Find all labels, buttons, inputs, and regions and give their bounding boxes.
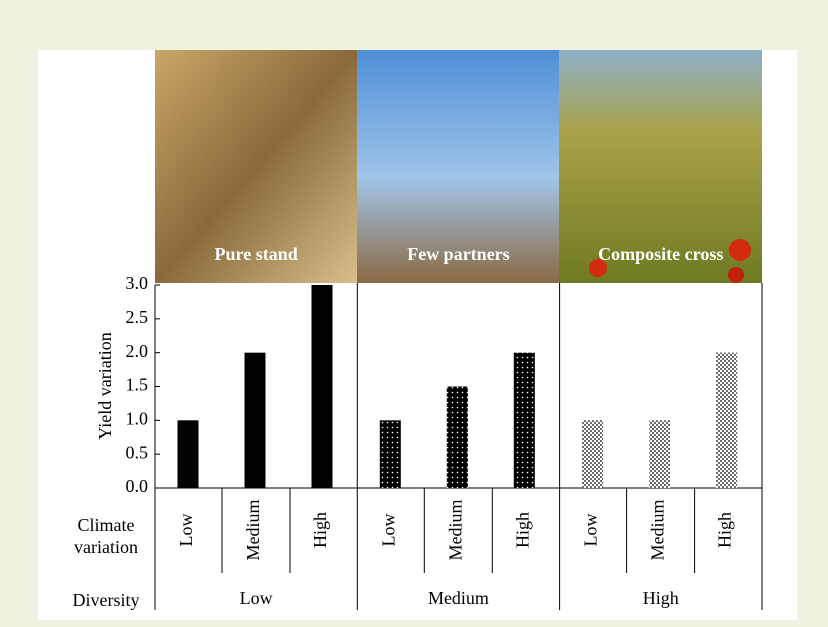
y-tick-label: 3.0	[126, 273, 149, 293]
y-axis-label: Yield variation	[95, 332, 115, 439]
photo	[559, 50, 762, 283]
poppy	[729, 239, 751, 261]
bar	[379, 420, 401, 488]
photo	[357, 50, 559, 283]
bar	[649, 420, 671, 488]
group-label: Low	[240, 588, 273, 608]
x-tick-label: Low	[176, 514, 196, 547]
y-tick-label: 2.0	[126, 341, 149, 361]
y-tick-label: 1.5	[126, 375, 149, 395]
bar	[582, 420, 604, 488]
x-tick-label: High	[715, 512, 735, 548]
photo-label: Composite cross	[598, 244, 723, 264]
poppy	[589, 259, 607, 277]
y-tick-label: 0.5	[126, 442, 149, 462]
x-tick-label: Low	[581, 514, 601, 547]
poppy	[728, 267, 744, 283]
group-label: High	[643, 588, 679, 608]
y-tick-label: 1.0	[126, 408, 149, 428]
bar	[244, 352, 266, 488]
bar	[311, 285, 333, 488]
x-tick-label: Medium	[445, 500, 465, 561]
photo	[155, 50, 357, 283]
x-tick-label: Medium	[243, 500, 263, 561]
photo-label: Pure stand	[215, 244, 298, 264]
y-tick-label: 0.0	[126, 476, 149, 496]
bar	[177, 420, 199, 488]
photo-label: Few partners	[407, 244, 509, 264]
y-tick-label: 2.5	[126, 307, 149, 327]
group-label: Medium	[428, 588, 489, 608]
x-tick-label: High	[512, 512, 532, 548]
bar	[513, 352, 535, 488]
bar	[716, 352, 738, 488]
x-axis-label: Climate variation	[74, 515, 138, 557]
group-axis-label: Diversity	[72, 590, 140, 610]
x-tick-label: High	[310, 512, 330, 548]
bar	[446, 386, 468, 488]
x-tick-label: Medium	[648, 500, 668, 561]
x-tick-label: Low	[378, 514, 398, 547]
